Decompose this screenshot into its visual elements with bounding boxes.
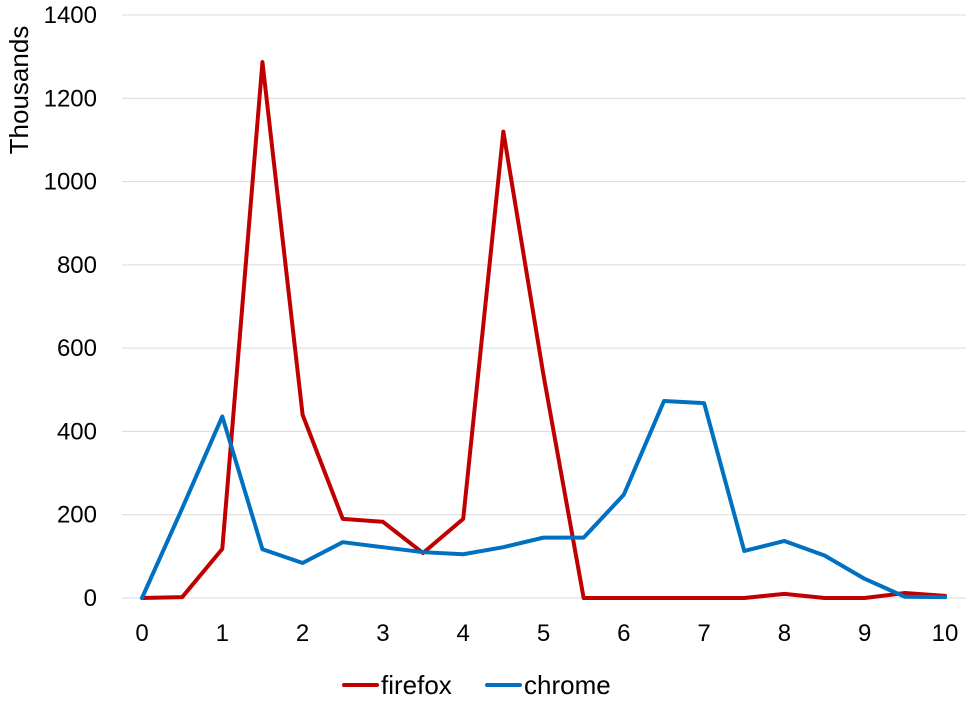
y-tick-label-1000: 1000 — [44, 169, 97, 196]
x-tick-label-5: 5 — [537, 620, 550, 647]
legend-label-firefox: firefox — [381, 670, 452, 700]
legend-label-chrome: chrome — [524, 670, 611, 700]
x-tick-label-7: 7 — [697, 620, 710, 647]
y-tick-label-1400: 1400 — [44, 2, 97, 29]
gridlines — [122, 14, 966, 599]
x-tick-label-4: 4 — [457, 620, 470, 647]
x-tick-label-3: 3 — [376, 620, 389, 647]
y-tick-label-400: 400 — [57, 418, 97, 445]
y-tick-label-600: 600 — [57, 335, 97, 362]
x-tick-label-9: 9 — [858, 620, 871, 647]
y-tick-label-0: 0 — [84, 585, 97, 612]
y-tick-label-200: 200 — [57, 502, 97, 529]
plot-area — [140, 60, 947, 600]
series-line-firefox — [140, 60, 947, 600]
legend: firefox chrome — [342, 670, 611, 700]
y-tick-label-800: 800 — [57, 252, 97, 279]
y-axis-title: Thousands — [4, 26, 34, 155]
series-line-chrome — [140, 399, 947, 600]
x-tick-label-0: 0 — [135, 620, 148, 647]
y-tick-label-1200: 1200 — [44, 85, 97, 112]
x-tick-label-1: 1 — [216, 620, 229, 647]
x-tick-label-10: 10 — [932, 620, 959, 647]
x-tick-label-2: 2 — [296, 620, 309, 647]
y-axis-ticks: 0 200 400 600 800 1000 1200 1400 — [44, 2, 97, 612]
x-tick-label-8: 8 — [778, 620, 791, 647]
x-tick-label-6: 6 — [617, 620, 630, 647]
x-axis-ticks: 0 1 2 3 4 5 6 7 8 9 10 — [135, 620, 958, 647]
